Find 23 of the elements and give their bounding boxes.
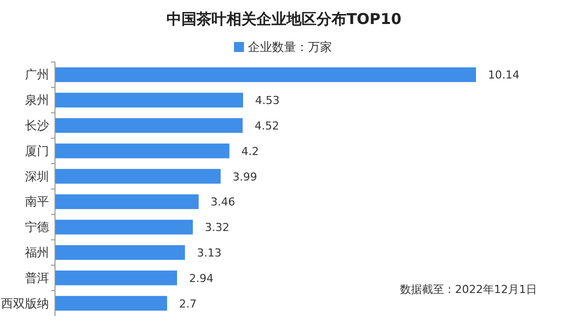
data-label: 4.53 (255, 94, 280, 108)
category: 西双版纳 (1, 296, 49, 310)
data-label: 2.94 (189, 272, 214, 285)
data-label: 4.2 (241, 144, 259, 158)
category: 南平 (25, 194, 49, 209)
category: 宁德 (25, 220, 49, 234)
category: 福州 (25, 246, 49, 260)
category: 泉州 (25, 93, 49, 108)
data-label: 4.52 (254, 120, 280, 132)
data-label: 3.13 (196, 246, 222, 260)
data-label: 3.46 (210, 196, 236, 209)
data-label: 3.32 (204, 221, 230, 234)
title: 中国茶叶相关企业地区分布TOP10 (166, 10, 402, 28)
category: 广州 (25, 68, 49, 82)
category: 深圳 (25, 169, 49, 184)
legend: 企业数量：万家 (234, 40, 332, 54)
category: 厦门 (25, 144, 49, 158)
data-label: 2.7 (179, 297, 197, 310)
data-label: 10.14 (488, 68, 520, 82)
data-label: 3.99 (232, 170, 258, 184)
category: 长沙 (25, 118, 49, 132)
category: 普洱 (25, 270, 49, 285)
annotation: 数据截至：2022年12月1日 (400, 283, 537, 296)
